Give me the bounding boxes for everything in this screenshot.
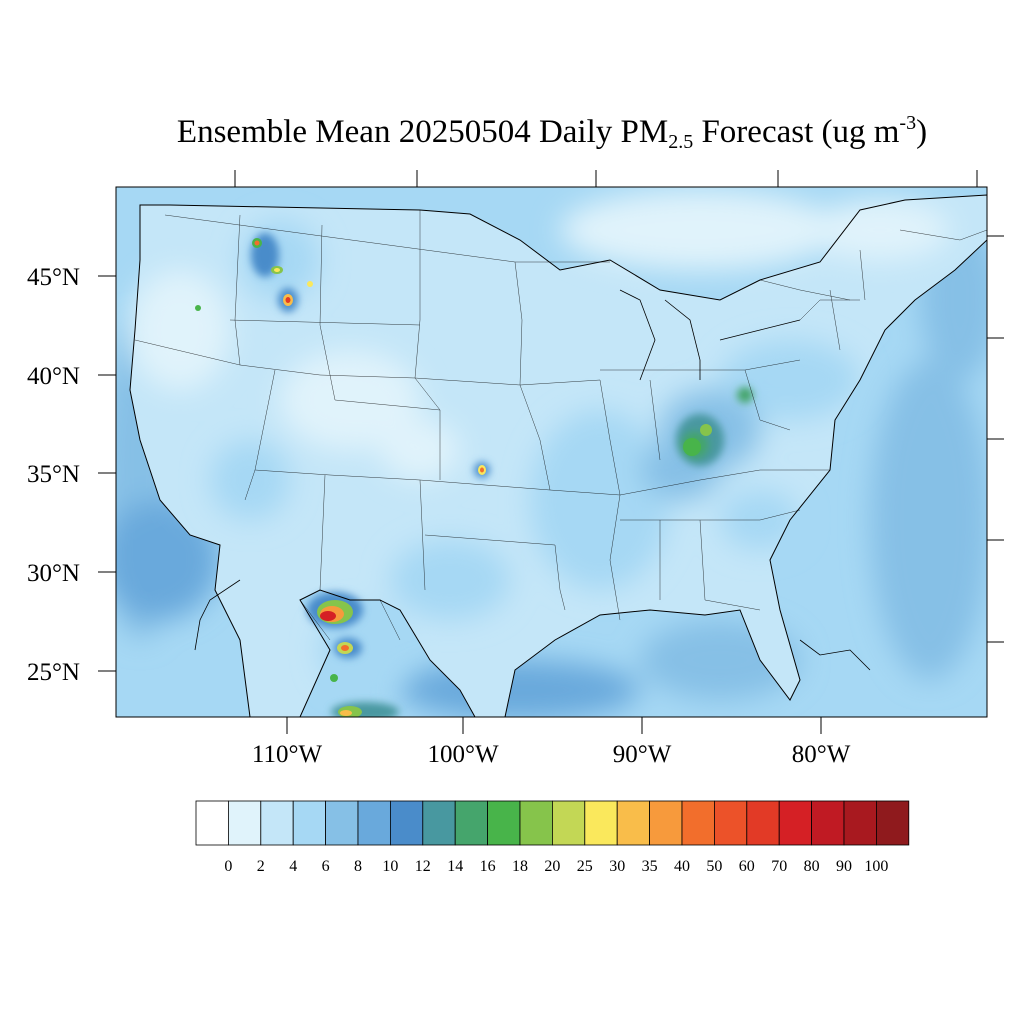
colorbar-swatch: [389, 800, 424, 846]
colorbar-swatch: [227, 800, 262, 846]
pm25-hotspots: [195, 233, 753, 717]
title-subscript: 2.5: [668, 131, 694, 153]
lat-label: 25°N: [27, 659, 80, 686]
title-units: Forecast (ug m: [693, 114, 900, 150]
colorbar-label: 6: [322, 858, 330, 875]
colorbar-swatch: [811, 800, 845, 846]
colorbar-swatch: [325, 800, 359, 846]
colorbar-label: 30: [609, 858, 625, 875]
colorbar-swatch: [778, 800, 813, 846]
colorbar-label: 90: [836, 858, 852, 875]
colorbar-swatch: [746, 800, 780, 846]
bottom-ticks: [286, 717, 822, 734]
colorbar-label: 0: [224, 858, 232, 875]
map-field: [116, 187, 987, 717]
longitude-labels: 110°W 100°W 90°W 80°W: [252, 741, 851, 768]
colorbar-label: 80: [804, 858, 820, 875]
colorbar-label: 16: [480, 858, 496, 875]
colorbar-swatch: [616, 800, 651, 846]
colorbar-label: 70: [771, 858, 787, 875]
colorbar-swatch: [714, 800, 748, 846]
latitude-labels: 45°N 40°N 35°N 30°N 25°N: [27, 264, 80, 686]
colorbar-label: 8: [354, 858, 362, 875]
colorbar-swatch: [454, 800, 489, 846]
colorbar-label: 2: [257, 858, 265, 875]
lat-label: 35°N: [27, 461, 80, 488]
title-text: Ensemble Mean 20250504 Daily PM: [176, 114, 669, 150]
colorbar-swatch: [681, 800, 715, 846]
colorbar-swatch: [584, 800, 618, 846]
colorbar-label: 60: [739, 858, 755, 875]
colorbar-swatch: [649, 800, 683, 846]
colorbar-label: 4: [289, 858, 297, 875]
colorbar-label: 40: [674, 858, 690, 875]
colorbar-swatch: [487, 800, 521, 846]
colorbar-label: 20: [544, 858, 560, 875]
lat-label: 45°N: [27, 264, 80, 291]
map-title: Ensemble Mean 20250504 Daily PM2.5 Forec…: [0, 112, 1024, 154]
colorbar-swatch: [519, 800, 553, 846]
colorbar-swatch: [357, 800, 391, 846]
colorbar-label: 25: [577, 858, 593, 875]
colorbar-swatch: [292, 800, 327, 846]
colorbar-swatch: [422, 800, 456, 846]
right-ticks: [987, 235, 1004, 643]
map-frame: [115, 186, 988, 718]
lat-label: 30°N: [27, 560, 80, 587]
colorbar-label: 18: [512, 858, 528, 875]
lon-label: 80°W: [792, 741, 851, 768]
colorbar-label: 50: [706, 858, 722, 875]
colorbar-label: 10: [382, 858, 398, 875]
colorbar-label: 100: [864, 858, 888, 875]
colorbar-swatch: [552, 800, 586, 846]
colorbar-swatch: [260, 800, 294, 846]
colorbar-label: 35: [642, 858, 658, 875]
colorbar-swatch: [195, 800, 229, 846]
colorbar: [195, 800, 910, 846]
state-borders: [134, 210, 987, 641]
colorbar-swatch: [843, 800, 877, 846]
colorbar-label: 14: [447, 858, 463, 875]
colorbar-labels: 0 2 4 6 8 10 12 14 16 18 20 25 30 35 40 50 60 70 80 90 100: [224, 858, 888, 875]
lon-label: 100°W: [427, 741, 498, 768]
top-ticks: [234, 170, 978, 187]
lon-label: 90°W: [613, 741, 672, 768]
title-superscript: -3: [899, 112, 917, 134]
colorbar-label: 12: [415, 858, 431, 875]
lat-label: 40°N: [27, 363, 80, 390]
left-ticks: [98, 275, 116, 672]
lon-label: 110°W: [252, 741, 323, 768]
title-close: ): [916, 114, 928, 150]
colorbar-swatch: [876, 800, 910, 846]
